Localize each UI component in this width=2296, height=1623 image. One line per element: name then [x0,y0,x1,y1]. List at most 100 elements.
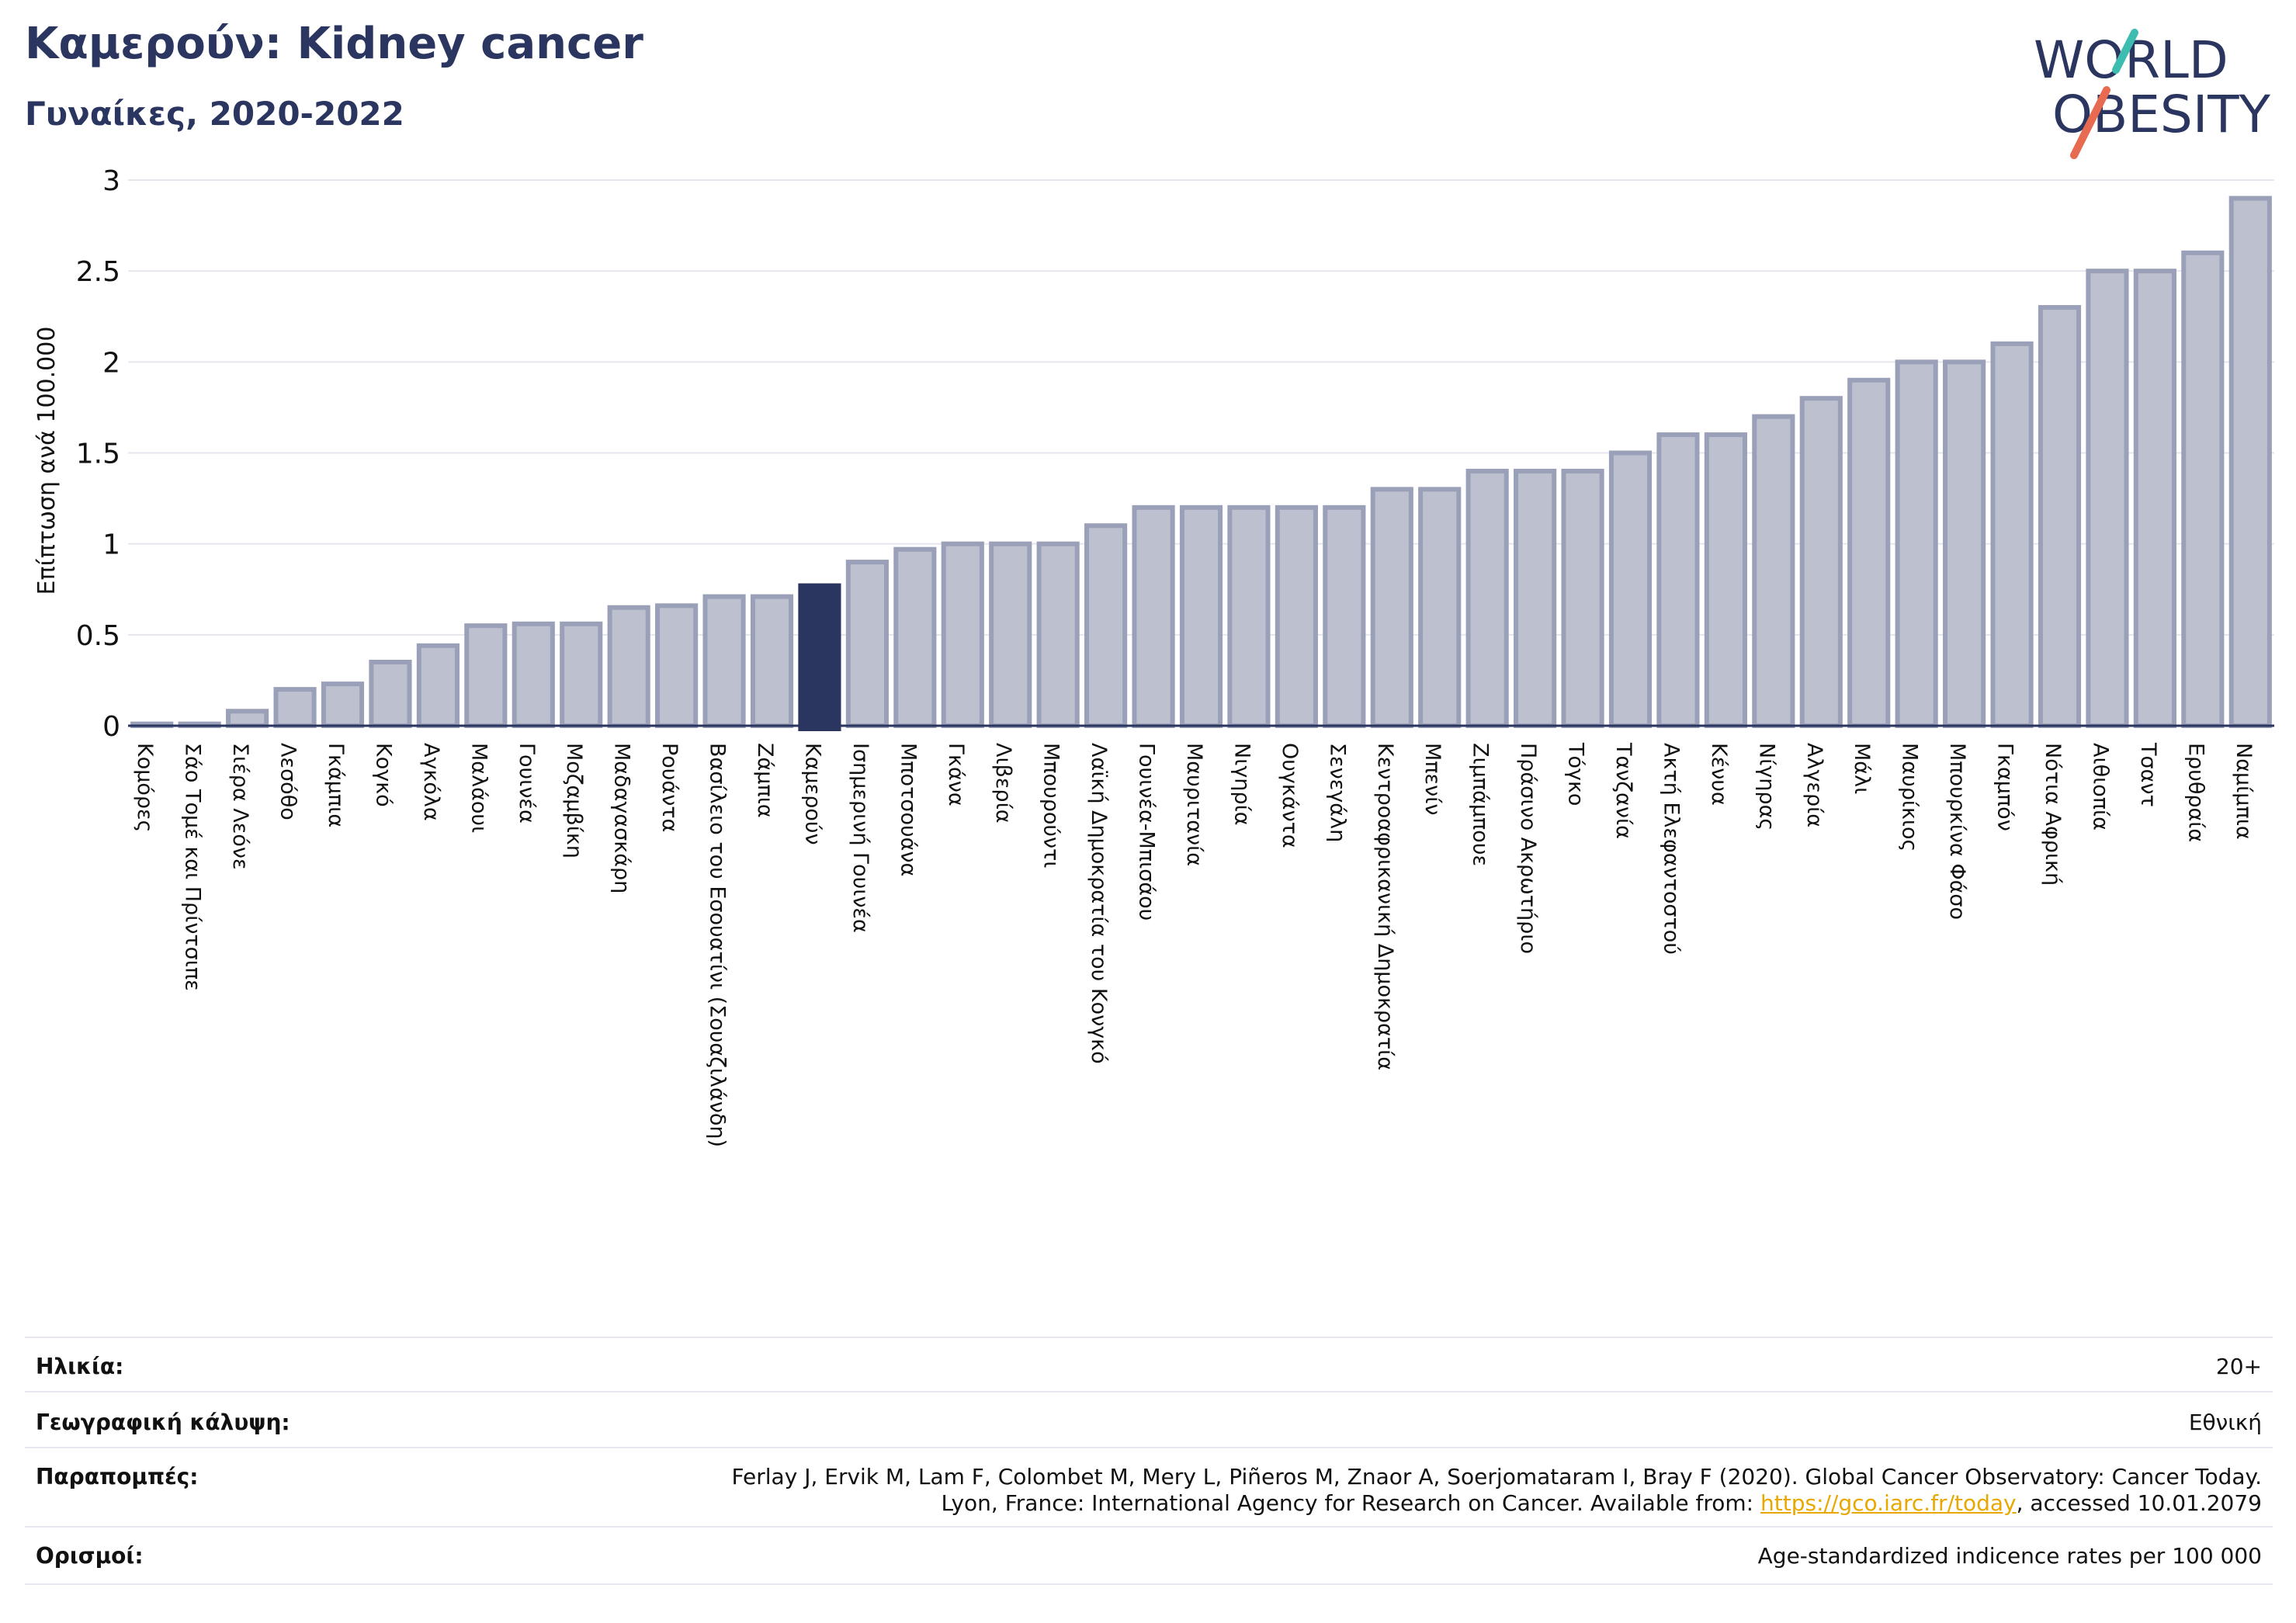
y-tick-label: 0.5 [76,620,120,652]
x-tick-label: Μπουρκίνα Φάσο [1945,743,1969,920]
meta-row-definitions: Ορισμοί: Age-standardized indicence rate… [25,1526,2273,1585]
x-tick-label: Μπενίν [1420,743,1445,815]
bar [1275,505,1318,728]
bar [2228,196,2272,728]
x-tick-label: Κένυα [1707,743,1731,806]
x-tick-label: Πράσινο Ακρωτήριο [1516,743,1540,954]
x-tick-label: Λιβερία [991,743,1015,824]
x-tick-label: Γκάνα [944,743,968,806]
chart-subtitle: Γυναίκες, 2020-2022 [25,95,404,133]
x-tick-label: Αγκόλα [419,743,443,821]
x-tick-label: Ερυθραία [2183,743,2208,842]
bar [989,541,1032,729]
y-tick-label: 1.5 [76,439,120,470]
y-tick-label: 1 [102,529,120,561]
x-tick-label: Σενεγάλη [1325,743,1349,842]
x-tick-label: Μαυριτανία [1182,743,1206,866]
coverage-value: Εθνική [2188,1410,2262,1435]
meta-row-references: Παραπομπές: Ferlay J, Ervik M, Lam F, Co… [25,1447,2273,1528]
bar [1323,505,1366,728]
y-tick-label: 0 [102,711,120,743]
x-tick-label: Λαϊκή Δημοκρατία του Κονγκό [1087,743,1111,1064]
bar [702,594,746,729]
x-tick-label: Καμερούν [800,743,824,845]
x-tick-label: Μαδαγασκάρη [610,743,634,893]
bar [512,621,555,728]
bar [1465,468,1509,729]
bar [845,560,889,728]
definitions-label: Ορισμοί: [36,1543,144,1569]
logo-slash-teal [2112,29,2138,74]
references-line-1: Ferlay J, Ervik M, Lam F, Colombet M, Me… [731,1464,2262,1489]
x-tick-label: Αλγερία [1802,743,1826,827]
x-tick-labels: Κομόρες Σάο Τομέ και Πρίντσιπε Σιέρα Λεόνε… [133,742,2256,1147]
x-tick-label: Ακτή Ελεφαντοστού [1659,743,1683,955]
bar [1036,541,1080,729]
x-tick-label: Γκάμπια [324,743,348,827]
bar [1752,414,1795,729]
x-tick-label: Σάο Τομέ και Πρίντσιπε [181,743,205,991]
bar [893,546,937,728]
bar [1704,432,1747,728]
x-tick-label: Ναμίμπια [2232,743,2256,840]
coverage-label: Γεωγραφική κάλυψη: [36,1410,290,1435]
x-tick-label: Μάλι [1850,743,1874,794]
bar [1561,468,1604,729]
age-value: 20+ [2215,1354,2262,1379]
bar [1943,359,1986,728]
bar [321,681,365,728]
bar [369,659,412,729]
x-tick-label: Τόγκο [1564,742,1588,806]
bar [560,621,603,728]
x-tick-label: Μοζαμβίκη [562,743,586,858]
bar [226,709,269,729]
y-axis-label: Επίπτωση ανά 100.000 [33,327,61,595]
x-tick-label: Γουινέα [515,743,539,824]
bar [1418,487,1462,728]
bar [607,605,650,729]
x-tick-label: Γκαμπόν [1993,743,2017,831]
bar [1132,505,1175,728]
bar [416,643,460,728]
x-tick-label: Ζάμπια [753,743,777,818]
x-tick-label: Ζιμπάμπουε [1469,743,1493,866]
x-tick-label: Κομόρες [133,743,157,833]
bar-highlighted [798,583,841,732]
chart-title: Καμερούν: Kidney cancer [25,19,643,69]
x-tick-label: Ουγκάντα [1278,743,1302,848]
bar [1370,487,1413,728]
x-tick-label: Μποτσουάνα [896,743,920,876]
bar [2038,305,2082,728]
bar [1847,377,1891,728]
bar [1895,359,1938,728]
meta-row-coverage: Γεωγραφική κάλυψη: Εθνική [25,1391,2273,1448]
gco-link[interactable]: https://gco.iarc.fr/today [1760,1490,2017,1516]
bar [1656,432,1700,728]
y-tick-label: 2.5 [76,256,120,288]
x-tick-label: Κογκό [371,743,395,807]
bar [273,687,317,729]
x-tick-label: Ισημερινή Γουινέα [848,743,872,933]
x-tick-label: Μπουρούντι [1039,743,1063,868]
definitions-value: Age-standardized indicence rates per 100… [1757,1543,2262,1569]
age-label: Ηλικία: [36,1354,124,1379]
bar [2086,269,2129,728]
meta-row-age: Ηλικία: 20+ [25,1337,2273,1392]
y-tick-labels: 0 0.5 1 1.5 2 2.5 3 [76,165,120,743]
x-tick-label: Σιέρα Λεόνε [228,743,252,870]
bar [655,603,699,729]
x-tick-label: Νίγηρας [1754,743,1778,831]
x-tick-label: Τανζανία [1611,742,1635,839]
x-tick-label: Λεσόθο [276,743,300,820]
logo-slash-orange [2070,86,2110,159]
x-tick-label: Τσαντ [2136,742,2160,807]
y-tick-label: 2 [102,347,120,379]
x-tick-label: Γουινέα-Μπισάου [1135,743,1159,921]
x-tick-label: Βασίλειο του Εσουατίνι (Σουαζιλάνδη) [706,743,730,1147]
bar [750,594,794,729]
x-tick-label: Νιγηρία [1230,743,1254,826]
x-tick-label: Νότια Αφρική [2041,743,2065,886]
bar [2133,269,2176,728]
bar [1990,341,2034,728]
bar [1514,468,1557,729]
